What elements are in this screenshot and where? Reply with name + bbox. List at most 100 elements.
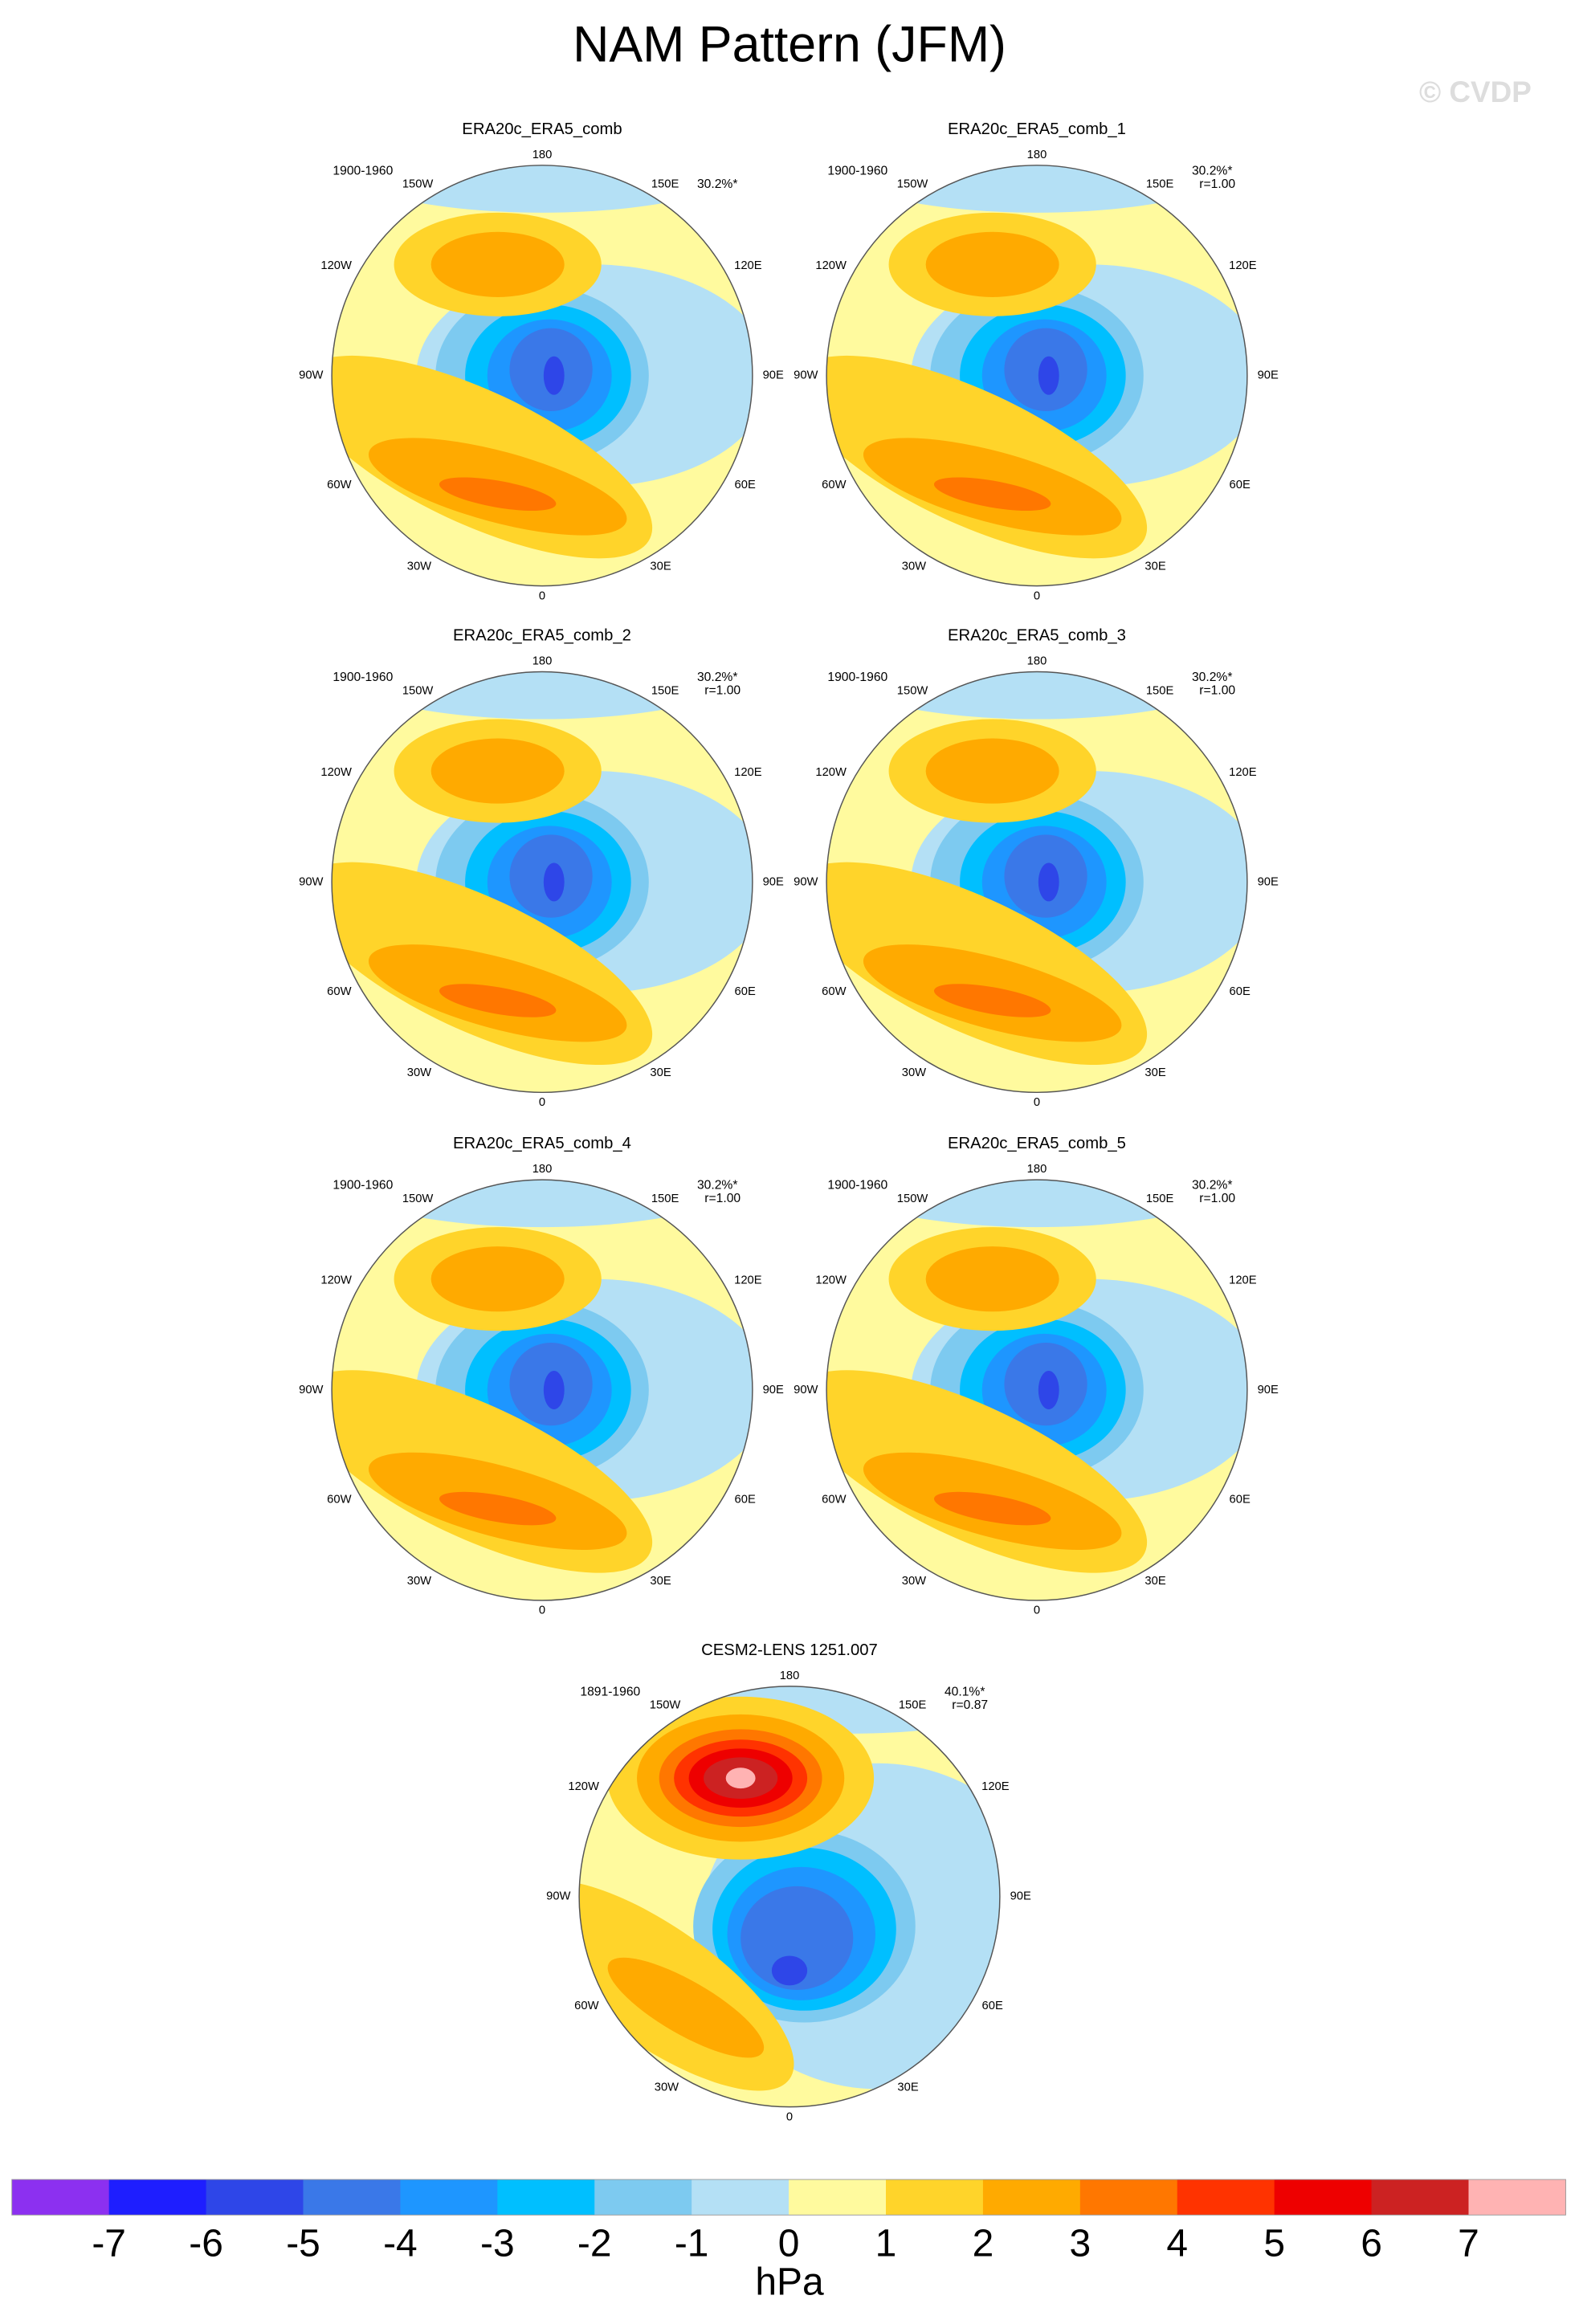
colorbar-tick-label: -4 bbox=[383, 2223, 418, 2265]
longitude-label: 60E bbox=[735, 1493, 756, 1506]
contour-region bbox=[607, 1957, 765, 2058]
panel-title: ERA20c_ERA5_comb bbox=[462, 120, 622, 138]
colorbar-tick-label: -1 bbox=[675, 2223, 709, 2265]
longitude-label: 120E bbox=[981, 1780, 1010, 1793]
longitude-label: 30E bbox=[1144, 1066, 1165, 1079]
longitude-label: 30E bbox=[897, 2081, 918, 2094]
longitude-label: 30E bbox=[650, 560, 671, 573]
longitude-label: 180 bbox=[780, 1670, 800, 1682]
longitude-label: 60W bbox=[327, 985, 351, 998]
longitude-label: 0 bbox=[786, 2110, 793, 2123]
longitude-label: 150E bbox=[1146, 684, 1174, 697]
contour-region bbox=[925, 1246, 1059, 1312]
longitude-label: 90E bbox=[1010, 1890, 1031, 1903]
variance-label: 30.2%* bbox=[697, 671, 737, 684]
map-border bbox=[578, 1686, 1001, 2108]
panel-title: ERA20c_ERA5_comb_2 bbox=[453, 627, 631, 645]
longitude-label: 60E bbox=[1230, 479, 1251, 491]
longitude-label: 60E bbox=[1230, 985, 1251, 998]
contour-region bbox=[439, 477, 557, 511]
longitude-label: 120W bbox=[815, 766, 847, 779]
variance-label: 30.2%* bbox=[1192, 671, 1233, 684]
longitude-label: 180 bbox=[1027, 149, 1047, 161]
longitude-label: 150E bbox=[651, 178, 679, 191]
period-label: 1900-1960 bbox=[827, 1179, 887, 1193]
longitude-label: 180 bbox=[532, 655, 553, 668]
map-border bbox=[826, 1179, 1248, 1601]
contour-region bbox=[741, 1886, 854, 1990]
map-panel: ERA20c_ERA5_comb_3 1900-1960 30.2%*r=1.00 1… bbox=[794, 627, 1279, 1109]
colorbar-tick-label: 7 bbox=[1458, 2223, 1479, 2265]
correlation-label: r=1.00 bbox=[1199, 684, 1235, 698]
longitude-label: 30W bbox=[407, 1066, 431, 1079]
colorbar-label: hPa bbox=[755, 2261, 824, 2304]
longitude-label: 30W bbox=[902, 1066, 926, 1079]
longitude-label: 60W bbox=[574, 2000, 598, 2012]
longitude-label: 0 bbox=[1034, 589, 1040, 602]
contour-region bbox=[933, 477, 1051, 511]
longitude-label: 150E bbox=[899, 1699, 927, 1712]
longitude-label: 90W bbox=[794, 369, 818, 382]
longitude-label: 150W bbox=[402, 684, 434, 697]
longitude-label: 120W bbox=[320, 259, 352, 272]
longitude-label: 60W bbox=[822, 479, 846, 491]
colorbar-tick-label: -6 bbox=[189, 2223, 223, 2265]
longitude-label: 60W bbox=[822, 1493, 846, 1506]
longitude-label: 120W bbox=[320, 1274, 352, 1286]
contour-region bbox=[933, 984, 1051, 1017]
color-swatch bbox=[108, 2179, 207, 2216]
longitude-label: 180 bbox=[532, 149, 553, 161]
colorbar-tick-label: -7 bbox=[92, 2223, 126, 2265]
longitude-label: 60E bbox=[1230, 1493, 1251, 1506]
longitude-label: 0 bbox=[1034, 1096, 1040, 1109]
longitude-label: 0 bbox=[539, 1096, 545, 1109]
colorbar-tick-label: 4 bbox=[1166, 2223, 1188, 2265]
longitude-label: 30W bbox=[407, 1575, 431, 1588]
color-swatch bbox=[1177, 2179, 1275, 2216]
map-border bbox=[331, 1179, 753, 1601]
longitude-label: 0 bbox=[539, 589, 545, 602]
longitude-label: 150E bbox=[1146, 1193, 1174, 1205]
longitude-label: 150W bbox=[897, 684, 928, 697]
color-swatch bbox=[1371, 2179, 1470, 2216]
color-swatch bbox=[206, 2179, 304, 2216]
variance-label: 30.2%* bbox=[1192, 1179, 1233, 1193]
variance-label: 30.2%* bbox=[697, 177, 737, 191]
longitude-label: 90W bbox=[546, 1890, 570, 1903]
longitude-label: 120E bbox=[1229, 1274, 1257, 1286]
longitude-label: 120E bbox=[734, 1274, 762, 1286]
color-swatch bbox=[885, 2179, 984, 2216]
color-swatch bbox=[303, 2179, 401, 2216]
longitude-label: 30E bbox=[1144, 1575, 1165, 1588]
color-swatch bbox=[1274, 2179, 1373, 2216]
period-label: 1900-1960 bbox=[333, 671, 393, 684]
panel-title: ERA20c_ERA5_comb_4 bbox=[453, 1135, 631, 1152]
longitude-label: 120E bbox=[734, 259, 762, 272]
color-swatch bbox=[594, 2179, 692, 2216]
correlation-label: r=1.00 bbox=[1199, 177, 1235, 191]
longitude-label: 150W bbox=[402, 178, 434, 191]
contour-fills bbox=[579, 1686, 1000, 2091]
map-panel: ERA20c_ERA5_comb 1900-1960 30.2%* 180 150E 12… bbox=[299, 120, 784, 602]
color-swatch bbox=[789, 2179, 887, 2216]
longitude-label: 150W bbox=[650, 1699, 681, 1712]
contour-region bbox=[771, 1955, 808, 1986]
longitude-label: 30W bbox=[902, 560, 926, 573]
contour-region bbox=[543, 1371, 565, 1409]
map-panel: ERA20c_ERA5_comb_2 1900-1960 30.2%*r=1.00 1… bbox=[299, 627, 784, 1109]
longitude-label: 60E bbox=[735, 985, 756, 998]
longitude-label: 30E bbox=[1144, 560, 1165, 573]
variance-label: 30.2%* bbox=[1192, 164, 1233, 177]
correlation-label: r=0.87 bbox=[952, 1698, 988, 1712]
longitude-label: 150W bbox=[897, 178, 928, 191]
map-border bbox=[826, 165, 1248, 587]
longitude-label: 150W bbox=[897, 1193, 928, 1205]
colorbar-tick-label: -5 bbox=[286, 2223, 320, 2265]
period-label: 1900-1960 bbox=[333, 164, 393, 177]
longitude-label: 180 bbox=[1027, 1163, 1047, 1176]
colorbar-tick-label: -3 bbox=[480, 2223, 515, 2265]
contour-region bbox=[543, 356, 565, 395]
longitude-label: 30W bbox=[902, 1575, 926, 1588]
correlation-label: r=1.00 bbox=[1199, 1192, 1235, 1205]
